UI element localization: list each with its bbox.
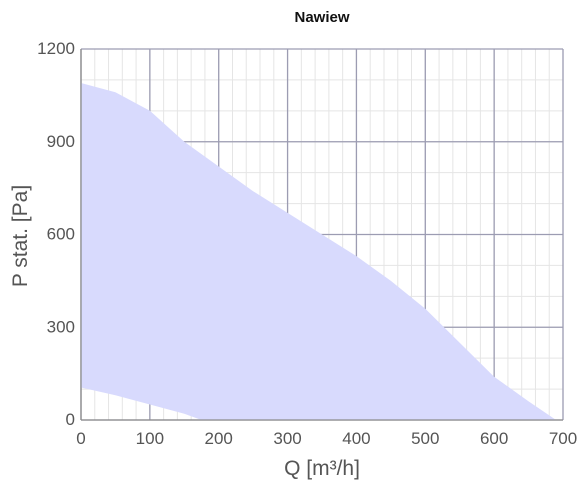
x-tick-label: 200 xyxy=(205,429,233,448)
x-tick-label: 100 xyxy=(136,429,164,448)
y-tick-label: 900 xyxy=(47,132,75,151)
y-tick-label: 1200 xyxy=(37,39,75,58)
axes xyxy=(80,49,563,421)
tick-labels: 0 100 200 300 400 500 600 700 0 300 600 900 1200 xyxy=(37,39,577,448)
chart-title: Nawiew xyxy=(294,9,349,26)
x-axis-label: Q [m³/h] xyxy=(284,457,360,480)
y-axis-label: P stat. [Pa] xyxy=(9,185,32,287)
x-tick-label: 700 xyxy=(549,429,577,448)
x-tick-label: 500 xyxy=(411,429,439,448)
plot-area xyxy=(81,83,557,420)
operating-area xyxy=(81,83,557,420)
y-tick-label: 300 xyxy=(47,317,75,336)
x-tick-label: 0 xyxy=(76,429,85,448)
x-tick-label: 300 xyxy=(273,429,301,448)
y-tick-label: 0 xyxy=(66,410,75,429)
x-tick-label: 400 xyxy=(342,429,370,448)
x-tick-label: 600 xyxy=(480,429,508,448)
y-tick-label: 600 xyxy=(47,225,75,244)
